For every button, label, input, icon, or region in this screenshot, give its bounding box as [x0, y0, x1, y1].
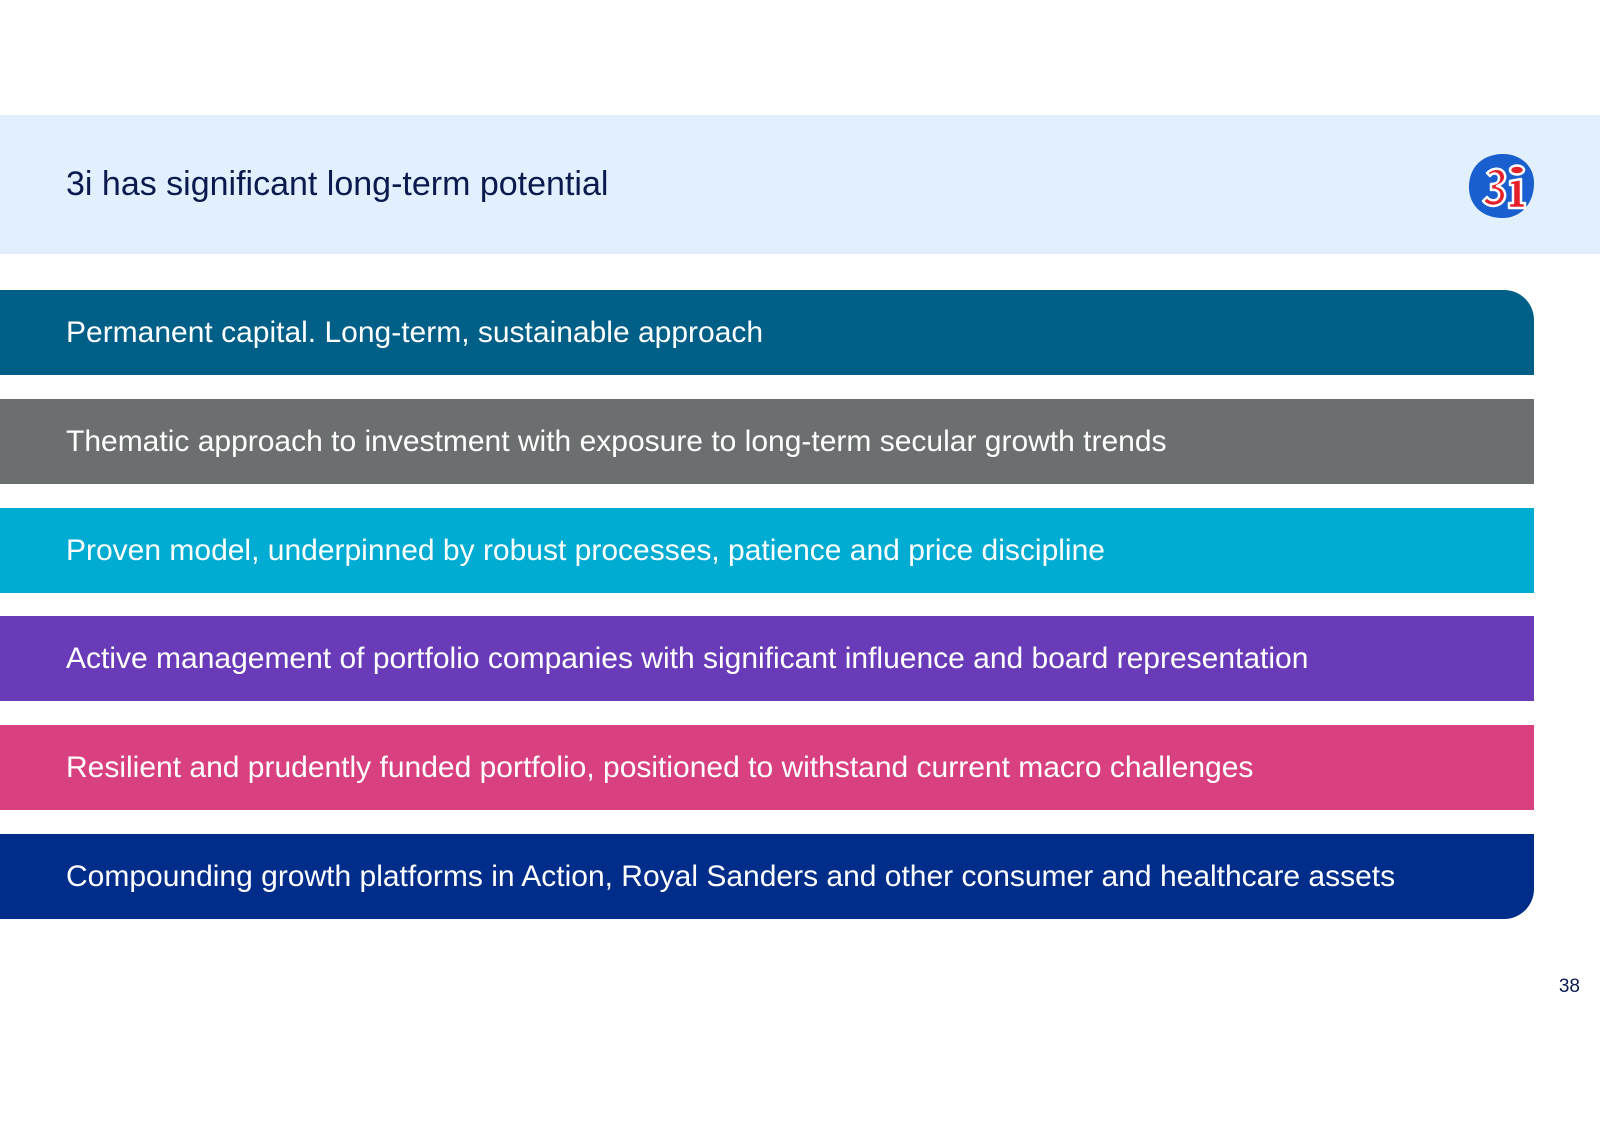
- key-point-text: Proven model, underpinned by robust proc…: [66, 533, 1105, 567]
- page-number: 38: [1558, 976, 1580, 997]
- key-point-text: Compounding growth platforms in Action, …: [66, 859, 1396, 893]
- key-point-bar-5: Resilient and prudently funded portfolio…: [0, 725, 1534, 810]
- key-point-bar-1: Permanent capital. Long-term, sustainabl…: [0, 290, 1534, 375]
- page-title: 3i has significant long-term potential: [66, 165, 609, 203]
- key-point-text: Active management of portfolio companies…: [66, 641, 1309, 675]
- key-point-text: Thematic approach to investment with exp…: [66, 424, 1167, 458]
- header-band: [0, 115, 1600, 254]
- 3i-logo-icon: [1468, 153, 1535, 219]
- key-point-text: Resilient and prudently funded portfolio…: [66, 750, 1254, 784]
- key-point-bar-6: Compounding growth platforms in Action, …: [0, 834, 1534, 919]
- key-point-bar-4: Active management of portfolio companies…: [0, 616, 1534, 701]
- key-point-text: Permanent capital. Long-term, sustainabl…: [66, 315, 764, 349]
- key-point-bar-2: Thematic approach to investment with exp…: [0, 399, 1534, 484]
- key-point-bar-3: Proven model, underpinned by robust proc…: [0, 508, 1534, 593]
